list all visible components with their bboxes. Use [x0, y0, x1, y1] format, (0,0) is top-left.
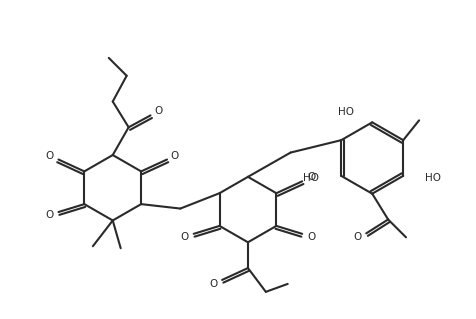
Text: HO: HO	[337, 108, 354, 117]
Text: HO: HO	[303, 173, 318, 183]
Text: O: O	[154, 107, 162, 116]
Text: O: O	[307, 172, 315, 182]
Text: O: O	[170, 151, 178, 160]
Text: O: O	[352, 232, 361, 242]
Text: HO: HO	[424, 173, 440, 183]
Text: O: O	[45, 210, 53, 220]
Text: O: O	[208, 279, 217, 289]
Text: O: O	[307, 232, 315, 242]
Text: O: O	[180, 232, 188, 242]
Text: O: O	[45, 151, 53, 160]
